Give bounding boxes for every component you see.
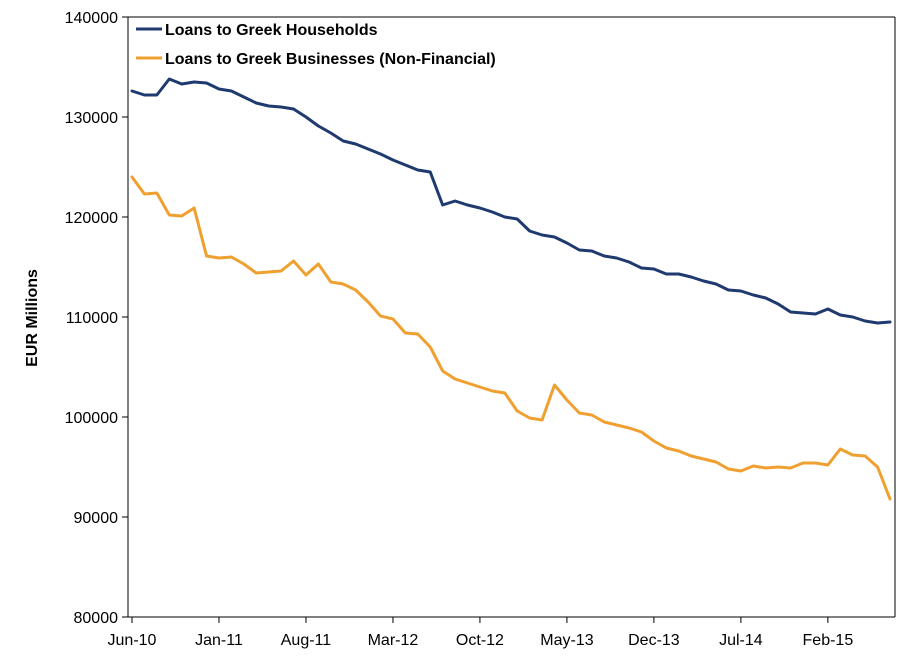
- y-tick-label: 80000: [74, 610, 119, 627]
- legend: Loans to Greek Households Loans to Greek …: [136, 22, 496, 68]
- y-tick-label: 110000: [66, 310, 118, 327]
- x-tick-label: Mar-12: [368, 632, 419, 649]
- x-tick-label: Jul-14: [719, 632, 763, 649]
- x-tick-label: May-13: [540, 632, 593, 649]
- y-tick-label: 100000: [65, 410, 118, 427]
- series-lines: [130, 77, 892, 501]
- x-tick-label: Jan-11: [195, 632, 243, 649]
- households-series-line: [130, 77, 892, 325]
- x-tick-label: Aug-11: [281, 632, 332, 649]
- axes: [127, 16, 896, 618]
- legend-label: Loans to Greek Households: [165, 22, 378, 39]
- y-axis-ticks: 80000 90000 100000 110000 120000 130000 140000: [65, 10, 128, 627]
- y-tick-label: 120000: [65, 210, 118, 227]
- x-axis-ticks: Jun-10 Jan-11 Aug-11 Mar-12 Oct-12 May-13 Dec-…: [108, 617, 854, 649]
- legend-label: Loans to Greek Businesses (Non-Financial…: [165, 51, 496, 68]
- x-tick-label: Dec-13: [628, 632, 680, 649]
- businesses-series-line: [130, 175, 892, 501]
- y-tick-label: 90000: [74, 510, 119, 527]
- y-tick-label: 140000: [65, 10, 118, 27]
- x-tick-label: Oct-12: [456, 632, 504, 649]
- x-tick-label: Feb-15: [803, 632, 854, 649]
- x-tick-label: Jun-10: [108, 632, 157, 649]
- y-axis-title: EUR Millions: [24, 269, 41, 367]
- y-tick-label: 130000: [65, 110, 118, 127]
